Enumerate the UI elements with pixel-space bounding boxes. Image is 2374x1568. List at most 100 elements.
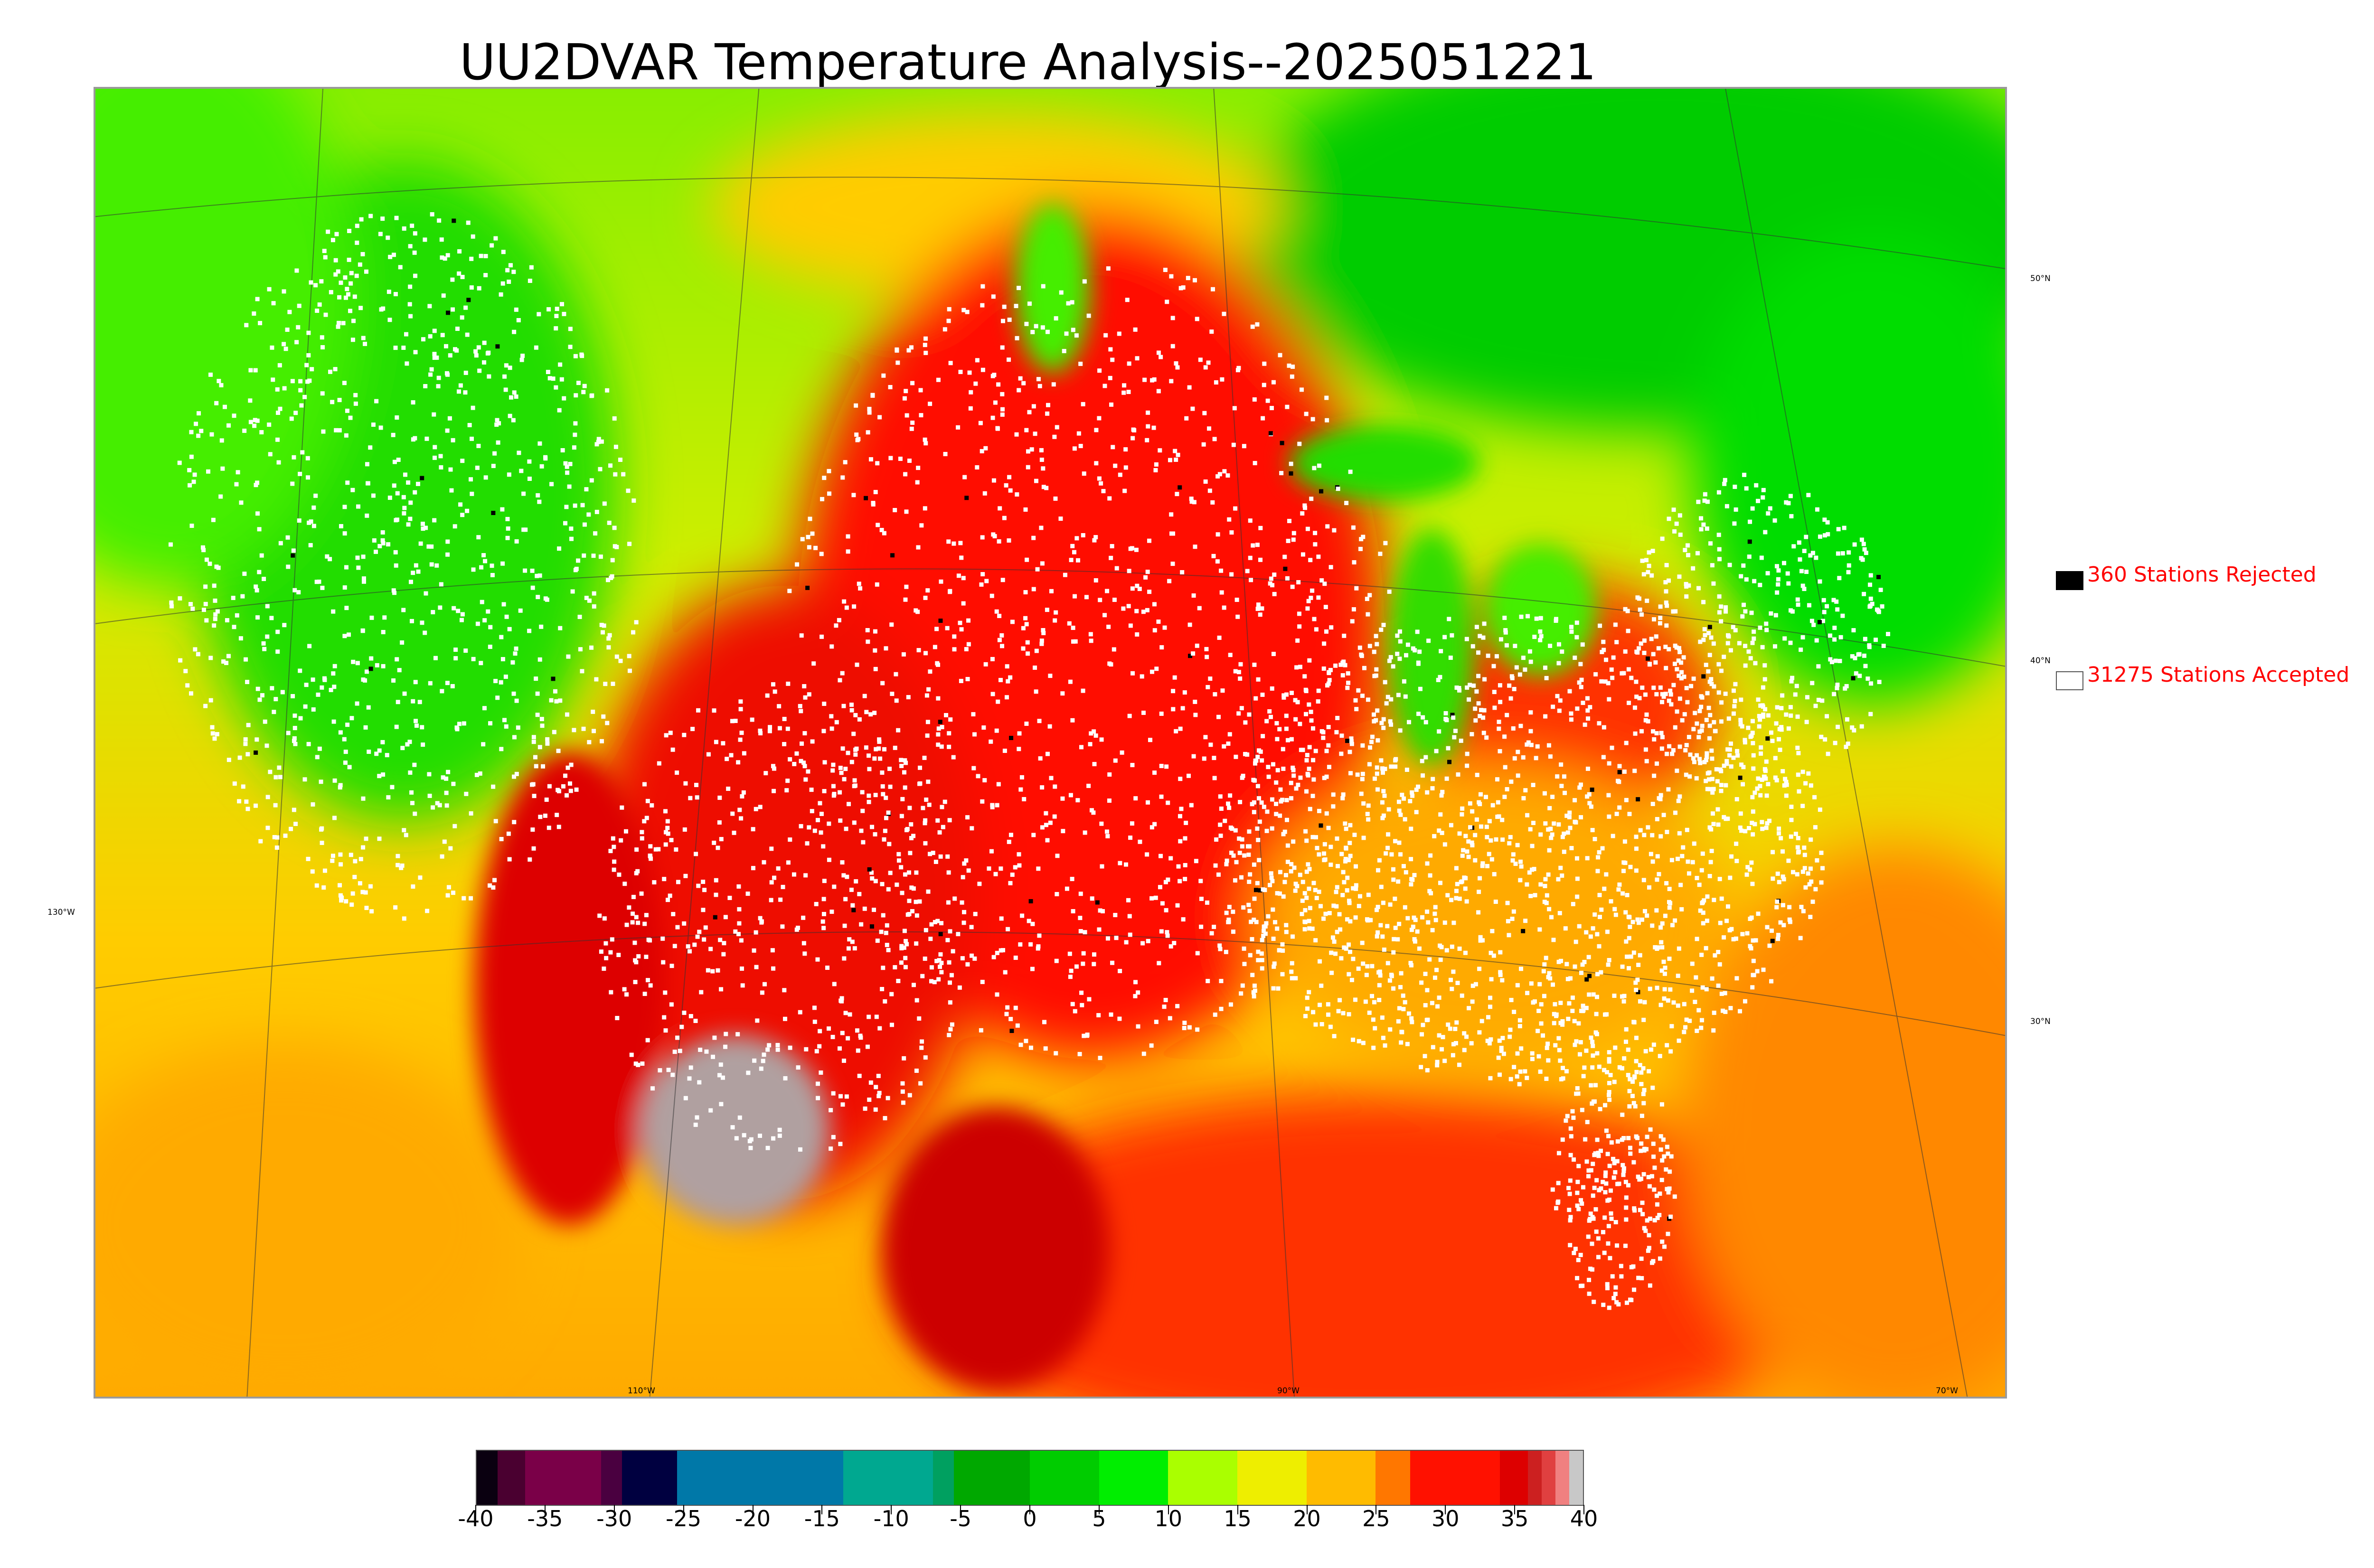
- station-accepted: [1559, 1077, 1564, 1081]
- station-accepted: [1307, 926, 1312, 931]
- station-accepted: [1599, 1148, 1603, 1153]
- station-accepted: [242, 428, 247, 433]
- station-accepted: [968, 406, 973, 411]
- temperature-map[interactable]: 50°N 40°N 30°N: [94, 87, 2051, 1399]
- station-accepted: [1591, 1099, 1596, 1104]
- station-accepted: [860, 808, 865, 813]
- station-accepted: [1383, 680, 1387, 685]
- station-accepted: [1274, 812, 1279, 817]
- station-accepted: [829, 1108, 833, 1113]
- station-accepted: [1741, 782, 1745, 787]
- station-accepted: [1543, 821, 1548, 826]
- station-accepted: [1575, 1086, 1580, 1090]
- station-accepted: [444, 790, 449, 795]
- station-accepted: [289, 416, 294, 421]
- station-accepted: [504, 724, 509, 729]
- station-accepted: [868, 712, 873, 717]
- station-accepted: [1262, 361, 1267, 366]
- station-accepted: [1325, 524, 1330, 529]
- station-accepted: [294, 340, 299, 345]
- station-accepted: [1675, 667, 1679, 672]
- station-accepted: [983, 662, 988, 667]
- station-accepted: [875, 939, 880, 943]
- station-accepted: [1420, 759, 1424, 763]
- station-accepted: [1525, 991, 1530, 995]
- station-accepted: [1415, 929, 1420, 934]
- station-accepted: [1391, 950, 1396, 955]
- station-accepted: [869, 870, 874, 875]
- station-accepted: [1226, 801, 1231, 806]
- station-accepted: [1731, 755, 1736, 760]
- station-accepted: [983, 446, 988, 451]
- station-accepted: [1598, 915, 1602, 920]
- station-accepted: [400, 863, 405, 868]
- station-accepted: [245, 807, 250, 811]
- station-accepted: [1354, 707, 1359, 712]
- station-accepted: [1473, 833, 1478, 837]
- station-accepted: [1548, 754, 1553, 759]
- station-accepted: [1078, 361, 1083, 366]
- station-accepted: [819, 1070, 823, 1075]
- station-accepted: [1002, 304, 1007, 309]
- station-rejected: [495, 344, 500, 349]
- station-accepted: [1045, 411, 1050, 416]
- station-accepted: [1262, 924, 1266, 929]
- station-accepted: [1639, 1176, 1644, 1181]
- station-accepted: [244, 323, 249, 328]
- station-accepted: [1375, 771, 1379, 776]
- station-accepted: [1261, 734, 1265, 739]
- station-accepted: [1495, 777, 1500, 782]
- station-accepted: [1712, 684, 1716, 689]
- station-accepted: [1363, 999, 1368, 1004]
- station-accepted: [956, 425, 961, 430]
- station-accepted: [1415, 629, 1420, 634]
- station-accepted: [204, 618, 209, 623]
- station-accepted: [573, 421, 578, 426]
- station-accepted: [1479, 1019, 1484, 1023]
- station-accepted: [1650, 802, 1655, 807]
- station-accepted: [1750, 731, 1755, 735]
- station-accepted: [916, 545, 921, 550]
- station-accepted: [1869, 681, 1874, 686]
- station-accepted: [1668, 692, 1673, 697]
- station-accepted: [573, 503, 577, 508]
- station-accepted: [1762, 774, 1767, 779]
- station-accepted: [1632, 769, 1637, 773]
- station-accepted: [1594, 1032, 1599, 1036]
- station-accepted: [1536, 1054, 1541, 1059]
- station-accepted: [490, 573, 495, 577]
- station-accepted: [563, 521, 568, 526]
- station-accepted: [437, 803, 442, 807]
- station-accepted: [1517, 672, 1522, 677]
- station-accepted: [415, 481, 420, 486]
- station-accepted: [1264, 921, 1269, 926]
- station-accepted: [1232, 406, 1237, 411]
- station-accepted: [403, 472, 407, 477]
- station-accepted: [219, 438, 224, 443]
- station-accepted: [1175, 903, 1180, 908]
- station-accepted: [336, 324, 340, 329]
- station-accepted: [1407, 720, 1411, 724]
- station-accepted: [1588, 934, 1593, 939]
- station-accepted: [1523, 667, 1527, 672]
- station-accepted: [1693, 1000, 1697, 1005]
- station-accepted: [344, 606, 349, 610]
- station-accepted: [831, 793, 836, 798]
- station-accepted: [611, 836, 615, 841]
- station-accepted: [1409, 857, 1413, 862]
- station-accepted: [531, 846, 536, 851]
- station-accepted: [278, 775, 283, 779]
- station-accepted: [1664, 623, 1669, 628]
- station-accepted: [399, 865, 404, 870]
- station-accepted: [401, 495, 406, 499]
- station-accepted: [1750, 506, 1755, 511]
- station-accepted: [1681, 655, 1686, 660]
- station-accepted: [1659, 1178, 1664, 1183]
- station-accepted: [1718, 767, 1723, 772]
- station-accepted: [447, 416, 452, 421]
- station-rejected: [1707, 625, 1712, 629]
- station-accepted: [1237, 851, 1242, 855]
- station-accepted: [1270, 583, 1275, 588]
- station-accepted: [1497, 726, 1501, 731]
- station-accepted: [1393, 896, 1397, 901]
